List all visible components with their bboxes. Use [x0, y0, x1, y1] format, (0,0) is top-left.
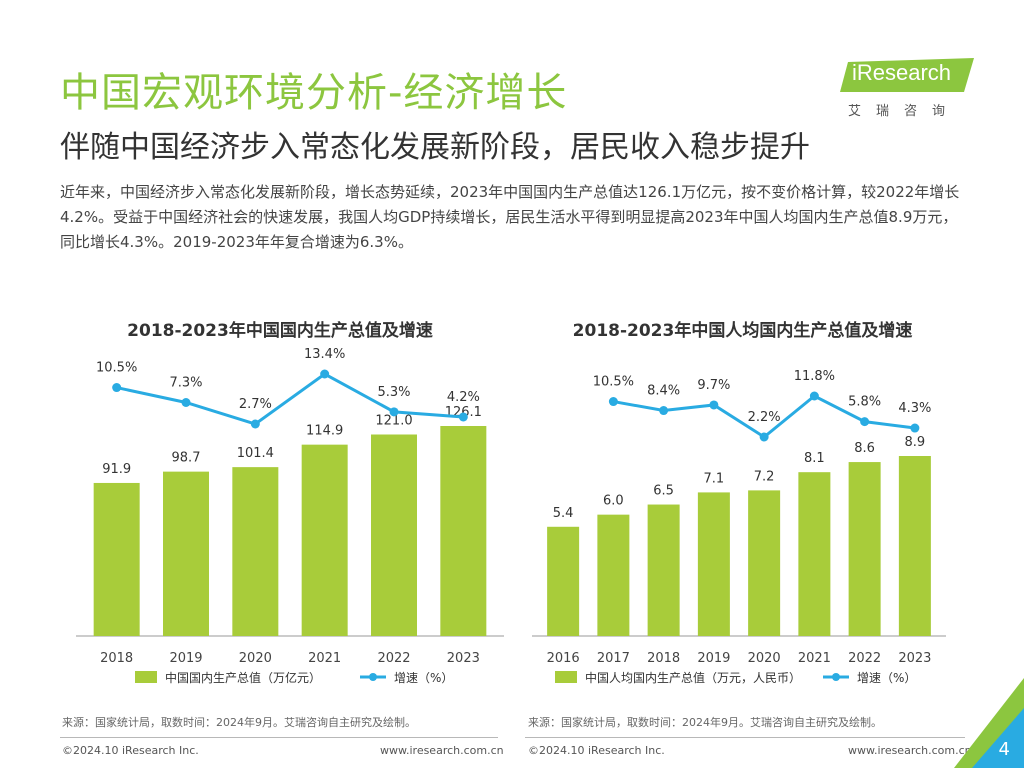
legend-line-marker	[369, 673, 377, 681]
iresearch-logo-icon	[840, 58, 974, 92]
rate-label-2017: 10.5%	[593, 375, 634, 390]
bar-2020	[748, 490, 781, 636]
rate-label-2019: 9.7%	[697, 378, 730, 393]
rate-label-2021: 11.8%	[794, 369, 835, 384]
page-description: 近年来，中国经济步入常态化发展新阶段，增长态势延续，2023年中国国内生产总值达…	[60, 183, 960, 251]
x-tick-2023: 2023	[447, 651, 480, 666]
rate-label-2023: 4.2%	[447, 390, 480, 405]
rate-point-2019	[709, 400, 719, 410]
bar-label-2020: 7.2	[754, 469, 775, 484]
bar-label-2019: 7.1	[704, 471, 725, 486]
legend-line-label: 增速（%）	[857, 671, 916, 685]
footer-url-right[interactable]: www.iresearch.com.cn	[848, 744, 972, 757]
x-tick-2018: 2018	[647, 651, 680, 666]
logo-subtext: 艾瑞咨询	[848, 104, 961, 119]
chart-title-per-capita: 2018-2023年中国人均国内生产总值及增速	[572, 321, 913, 341]
rate-point-2017	[608, 397, 618, 407]
x-tick-2022: 2022	[377, 651, 410, 666]
bar-label-2018: 6.5	[653, 484, 674, 499]
rate-label-2020: 2.7%	[239, 397, 272, 412]
legend-bar-swatch	[555, 671, 577, 683]
bar-label-2021: 114.9	[306, 424, 343, 439]
rate-point-2021	[809, 391, 819, 401]
rate-point-2020	[759, 432, 769, 442]
bar-label-2022: 121.0	[375, 413, 412, 428]
bar-2019	[163, 471, 209, 636]
rate-point-2023	[458, 412, 468, 422]
rate-point-2019	[181, 398, 191, 408]
footer-divider-right	[525, 737, 965, 738]
footer-copyright-left: ©2024.10 iResearch Inc.	[62, 744, 199, 757]
legend-bar-swatch	[135, 671, 157, 683]
x-tick-2019: 2019	[697, 651, 730, 666]
rate-label-2018: 8.4%	[647, 384, 680, 399]
rate-label-2020: 2.2%	[748, 410, 781, 425]
source-note-right: 来源：国家统计局，取数时间：2024年9月。艾瑞咨询自主研究及绘制。	[528, 716, 882, 729]
x-tick-2022: 2022	[848, 651, 881, 666]
rate-label-2019: 7.3%	[169, 376, 202, 391]
x-tick-2023: 2023	[898, 651, 931, 666]
rate-label-2021: 13.4%	[304, 347, 345, 362]
source-note-left: 来源：国家统计局，取数时间：2024年9月。艾瑞咨询自主研究及绘制。	[62, 716, 416, 729]
bar-2016	[547, 526, 580, 636]
page-number: 4	[998, 739, 1010, 760]
legend-bar-label: 中国人均国内生产总值（万元，人民币）	[585, 670, 801, 685]
bar-label-2021: 8.1	[804, 451, 825, 466]
bar-2022	[371, 434, 417, 636]
bar-label-2017: 6.0	[603, 494, 624, 509]
x-tick-2020: 2020	[748, 651, 781, 666]
rate-label-2023: 4.3%	[898, 401, 931, 416]
logo-text: iResearch	[852, 60, 952, 85]
bar-2020	[232, 467, 279, 636]
bar-label-2018: 91.9	[102, 462, 131, 477]
bar-2021	[301, 444, 348, 636]
page-title: 中国宏观环境分析-经济增长	[60, 70, 568, 116]
rate-point-2018	[112, 383, 122, 393]
page-subtitle: 伴随中国经济步入常态化发展新阶段，居民收入稳步提升	[60, 130, 810, 165]
rate-point-2022	[389, 407, 399, 417]
chart-gdp: 91.9 2018 98.7 2019 101.4 2020 114.9 2021 121.0 2…	[76, 347, 504, 685]
legend-bar-label: 中国国内生产总值（万亿元）	[165, 670, 321, 685]
bar-2021	[798, 472, 831, 636]
bar-label-2016: 5.4	[553, 506, 574, 521]
bar-2019	[697, 492, 730, 636]
legend-line-marker	[832, 673, 840, 681]
bar-label-2019: 98.7	[172, 451, 201, 466]
rate-label-2018: 10.5%	[96, 361, 137, 376]
corner-decoration-icon	[954, 678, 1024, 768]
x-tick-2018: 2018	[100, 651, 133, 666]
footer-url-left[interactable]: www.iresearch.com.cn	[380, 744, 504, 757]
bar-2018	[647, 504, 680, 636]
chart-per-capita: 5.4 2016 6.0 2017 6.5 2018 7.1 2019 7.2 2020 8.1 20…	[532, 369, 946, 685]
rate-point-2021	[320, 369, 330, 379]
footer-copyright-right: ©2024.10 iResearch Inc.	[528, 744, 665, 757]
bar-label-2022: 8.6	[854, 441, 875, 456]
bar-label-2020: 101.4	[237, 446, 274, 461]
rate-point-2022	[860, 417, 870, 427]
bar-2022	[848, 462, 881, 636]
bar-label-2023: 8.9	[905, 435, 926, 450]
x-tick-2021: 2021	[798, 651, 831, 666]
x-tick-2019: 2019	[169, 651, 202, 666]
bar-2023	[440, 426, 487, 636]
rate-point-2023	[910, 423, 920, 433]
x-tick-2016: 2016	[547, 651, 580, 666]
growth-rate-line	[116, 372, 464, 426]
footer-divider-left	[60, 737, 498, 738]
legend-line-label: 增速（%）	[394, 671, 453, 685]
rate-point-2018	[659, 406, 669, 416]
rate-label-2022: 5.8%	[848, 395, 881, 410]
rate-point-2020	[250, 419, 260, 429]
bar-2018	[93, 482, 140, 636]
bar-2017	[597, 514, 630, 636]
x-tick-2020: 2020	[239, 651, 272, 666]
rate-label-2022: 5.3%	[377, 385, 410, 400]
bar-2023	[898, 456, 931, 636]
x-tick-2021: 2021	[308, 651, 341, 666]
chart-title-gdp: 2018-2023年中国国内生产总值及增速	[127, 321, 433, 341]
x-tick-2017: 2017	[597, 651, 630, 666]
